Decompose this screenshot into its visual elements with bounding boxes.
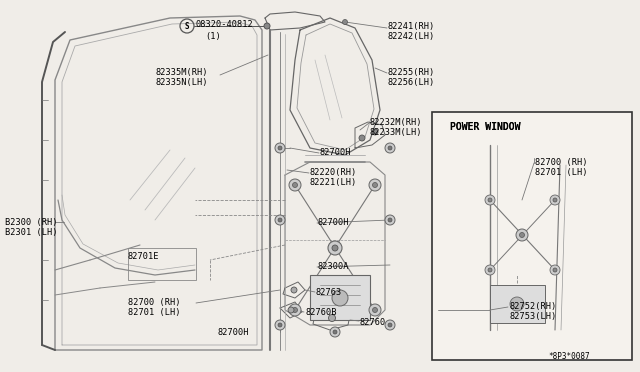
Text: (1): (1)	[205, 32, 221, 41]
Text: 82335N(LH): 82335N(LH)	[155, 78, 207, 87]
Text: 82700H: 82700H	[218, 328, 250, 337]
Text: S: S	[185, 22, 189, 31]
Text: 82700 (RH): 82700 (RH)	[128, 298, 180, 307]
Circle shape	[278, 146, 282, 150]
Circle shape	[292, 183, 298, 187]
Bar	[432, 112, 632, 360]
Circle shape	[372, 308, 378, 312]
Circle shape	[369, 179, 381, 191]
Circle shape	[275, 320, 285, 330]
Circle shape	[388, 146, 392, 150]
Circle shape	[359, 135, 365, 141]
Text: 08320-40812: 08320-40812	[196, 20, 253, 29]
Text: 82700H: 82700H	[318, 218, 349, 227]
Circle shape	[550, 195, 560, 205]
Text: 82763: 82763	[316, 288, 342, 297]
Text: 82700H: 82700H	[320, 148, 351, 157]
Circle shape	[385, 143, 395, 153]
Circle shape	[275, 143, 285, 153]
Text: 82233M(LH): 82233M(LH)	[370, 128, 422, 137]
Circle shape	[332, 290, 348, 306]
Bar	[310, 275, 370, 320]
Text: 82255(RH): 82255(RH)	[388, 68, 435, 77]
Circle shape	[488, 268, 492, 272]
Bar	[490, 285, 545, 323]
Circle shape	[328, 314, 335, 321]
Circle shape	[328, 241, 342, 255]
Circle shape	[485, 195, 495, 205]
Circle shape	[388, 323, 392, 327]
Text: B2300 (RH): B2300 (RH)	[5, 218, 58, 227]
Circle shape	[553, 198, 557, 202]
Text: 82335M(RH): 82335M(RH)	[155, 68, 207, 77]
Circle shape	[275, 215, 285, 225]
Circle shape	[278, 323, 282, 327]
Circle shape	[488, 198, 492, 202]
Circle shape	[288, 307, 294, 313]
Circle shape	[510, 297, 524, 311]
Circle shape	[330, 327, 340, 337]
Circle shape	[333, 330, 337, 334]
Text: 82241(RH): 82241(RH)	[388, 22, 435, 31]
Circle shape	[264, 23, 270, 29]
Circle shape	[516, 229, 528, 241]
Circle shape	[520, 232, 525, 237]
Circle shape	[292, 308, 298, 312]
Text: *8P3*0087: *8P3*0087	[548, 352, 589, 361]
Circle shape	[372, 183, 378, 187]
Bar	[128, 248, 196, 280]
Text: 82256(LH): 82256(LH)	[388, 78, 435, 87]
Circle shape	[372, 129, 378, 135]
Text: B2301 (LH): B2301 (LH)	[5, 228, 58, 237]
Circle shape	[550, 265, 560, 275]
Text: 82701 (LH): 82701 (LH)	[535, 168, 588, 177]
Text: POWER WINDOW: POWER WINDOW	[450, 122, 520, 132]
Circle shape	[289, 179, 301, 191]
Circle shape	[485, 265, 495, 275]
Circle shape	[289, 304, 301, 316]
Circle shape	[553, 268, 557, 272]
Text: 82753(LH): 82753(LH)	[510, 312, 557, 321]
Circle shape	[369, 304, 381, 316]
Circle shape	[278, 218, 282, 222]
Text: POWER WINDOW: POWER WINDOW	[450, 122, 520, 132]
Text: 82300A: 82300A	[318, 262, 349, 271]
Text: 82242(LH): 82242(LH)	[388, 32, 435, 41]
Text: 82760: 82760	[360, 318, 387, 327]
Text: 82700 (RH): 82700 (RH)	[535, 158, 588, 167]
Text: 82220(RH): 82220(RH)	[310, 168, 357, 177]
Text: 82701 (LH): 82701 (LH)	[128, 308, 180, 317]
Text: 82232M(RH): 82232M(RH)	[370, 118, 422, 127]
Circle shape	[332, 245, 338, 251]
Circle shape	[385, 320, 395, 330]
Text: 82752(RH): 82752(RH)	[510, 302, 557, 311]
Text: 82701E: 82701E	[128, 252, 159, 261]
Circle shape	[385, 215, 395, 225]
Circle shape	[342, 19, 348, 25]
Text: 82221(LH): 82221(LH)	[310, 178, 357, 187]
Circle shape	[291, 287, 297, 293]
Text: 82760B: 82760B	[305, 308, 337, 317]
Circle shape	[388, 218, 392, 222]
